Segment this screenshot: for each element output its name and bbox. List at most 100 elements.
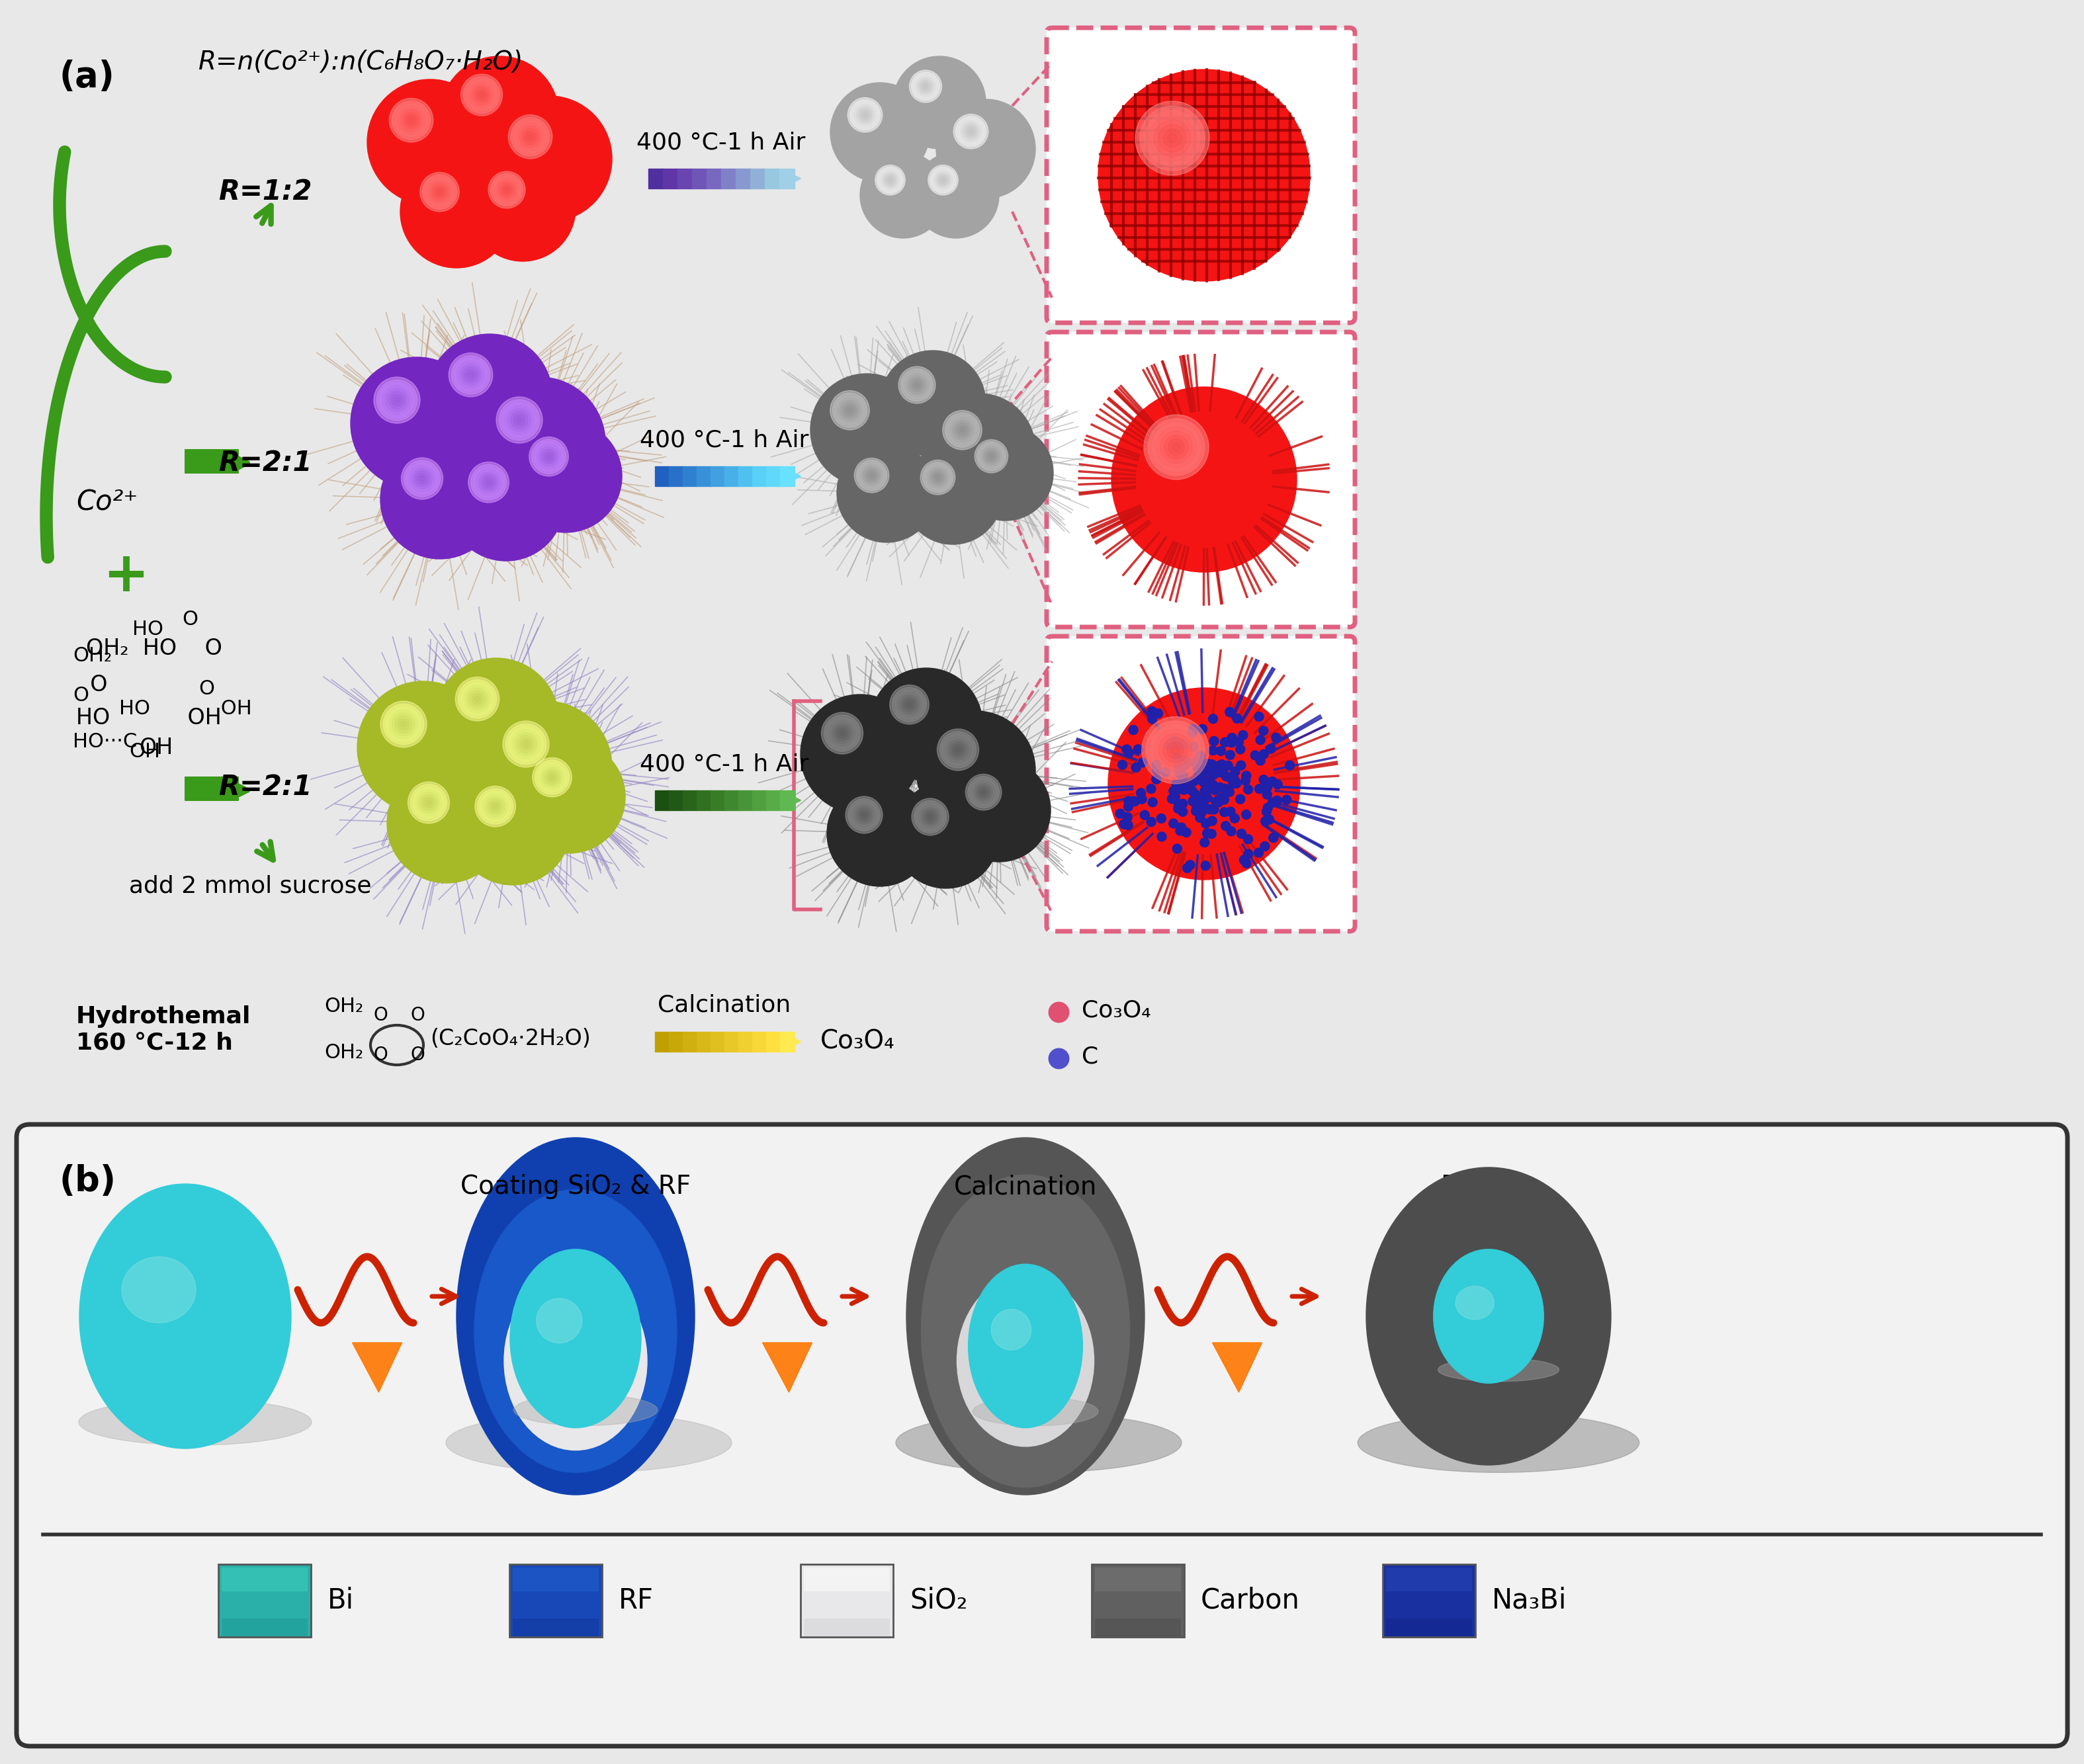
Ellipse shape — [1198, 169, 1209, 180]
Ellipse shape — [954, 116, 1017, 182]
Ellipse shape — [394, 400, 440, 446]
Ellipse shape — [544, 771, 594, 822]
Ellipse shape — [1190, 769, 1219, 797]
Ellipse shape — [840, 734, 882, 774]
Ellipse shape — [921, 460, 954, 494]
Ellipse shape — [1148, 423, 1259, 534]
Ellipse shape — [929, 168, 957, 194]
Ellipse shape — [940, 732, 975, 767]
Circle shape — [1202, 794, 1213, 803]
Ellipse shape — [406, 730, 440, 764]
Ellipse shape — [865, 817, 896, 848]
Ellipse shape — [456, 453, 556, 552]
Ellipse shape — [834, 397, 900, 464]
Text: C: C — [1082, 1046, 1098, 1069]
Ellipse shape — [1017, 1335, 1034, 1357]
Circle shape — [1200, 787, 1209, 796]
Ellipse shape — [907, 704, 946, 744]
Ellipse shape — [1167, 743, 1184, 759]
Text: Bi: Bi — [327, 1588, 354, 1614]
Ellipse shape — [973, 439, 1040, 506]
Ellipse shape — [857, 106, 873, 123]
Ellipse shape — [1194, 471, 1213, 489]
Text: 400 °C-1 h Air: 400 °C-1 h Air — [640, 429, 809, 452]
Text: OH: OH — [129, 743, 160, 762]
Ellipse shape — [469, 372, 473, 377]
Ellipse shape — [984, 1286, 1067, 1406]
Ellipse shape — [515, 744, 623, 850]
Ellipse shape — [963, 432, 996, 467]
Ellipse shape — [398, 111, 461, 173]
Ellipse shape — [917, 806, 975, 864]
Ellipse shape — [1165, 436, 1188, 459]
Ellipse shape — [894, 56, 986, 148]
Ellipse shape — [865, 427, 869, 432]
Ellipse shape — [546, 155, 552, 162]
Ellipse shape — [932, 402, 1027, 497]
Ellipse shape — [927, 92, 950, 115]
Ellipse shape — [394, 104, 427, 136]
Circle shape — [1263, 803, 1273, 813]
Bar — [725, 1032, 740, 1051]
Ellipse shape — [525, 131, 536, 143]
Ellipse shape — [500, 404, 579, 483]
Ellipse shape — [477, 385, 502, 409]
Ellipse shape — [857, 751, 863, 757]
Ellipse shape — [517, 429, 613, 524]
Ellipse shape — [909, 799, 984, 873]
Ellipse shape — [490, 99, 609, 219]
Ellipse shape — [971, 781, 1027, 838]
Ellipse shape — [477, 789, 513, 824]
Ellipse shape — [440, 665, 552, 778]
Text: O: O — [373, 1005, 388, 1025]
Ellipse shape — [925, 395, 940, 411]
Ellipse shape — [917, 460, 988, 529]
Circle shape — [1227, 734, 1236, 743]
Ellipse shape — [946, 741, 1007, 801]
Ellipse shape — [859, 466, 913, 520]
Circle shape — [1236, 829, 1246, 838]
Ellipse shape — [540, 150, 559, 168]
Bar — [696, 466, 711, 487]
Circle shape — [1192, 764, 1202, 773]
Ellipse shape — [1130, 101, 1277, 249]
Circle shape — [1215, 760, 1223, 771]
Ellipse shape — [513, 416, 565, 469]
Ellipse shape — [465, 462, 546, 543]
Circle shape — [1219, 796, 1230, 804]
Circle shape — [1202, 776, 1211, 787]
Circle shape — [1255, 848, 1263, 857]
Ellipse shape — [896, 1413, 1182, 1473]
Circle shape — [1194, 806, 1205, 815]
Ellipse shape — [1482, 1307, 1496, 1325]
Ellipse shape — [517, 736, 536, 753]
Ellipse shape — [969, 437, 1042, 508]
Ellipse shape — [915, 457, 990, 533]
Ellipse shape — [423, 797, 433, 808]
Circle shape — [1211, 797, 1221, 806]
Ellipse shape — [921, 161, 990, 229]
Ellipse shape — [540, 1291, 611, 1387]
Ellipse shape — [844, 407, 890, 452]
Ellipse shape — [965, 774, 1002, 810]
Ellipse shape — [948, 490, 959, 499]
Ellipse shape — [938, 732, 1015, 810]
Circle shape — [1257, 736, 1265, 744]
Ellipse shape — [536, 760, 569, 794]
Ellipse shape — [494, 490, 517, 515]
Bar — [767, 1032, 782, 1051]
Ellipse shape — [502, 402, 538, 437]
Ellipse shape — [488, 104, 511, 127]
Ellipse shape — [354, 360, 479, 487]
Ellipse shape — [911, 799, 948, 836]
Bar — [767, 466, 782, 487]
Ellipse shape — [473, 471, 538, 534]
Ellipse shape — [1417, 1230, 1561, 1402]
Ellipse shape — [394, 397, 400, 402]
Ellipse shape — [859, 108, 871, 122]
Ellipse shape — [846, 453, 925, 533]
Ellipse shape — [973, 781, 994, 803]
Ellipse shape — [929, 169, 982, 221]
Bar — [684, 466, 698, 487]
Ellipse shape — [490, 173, 523, 206]
